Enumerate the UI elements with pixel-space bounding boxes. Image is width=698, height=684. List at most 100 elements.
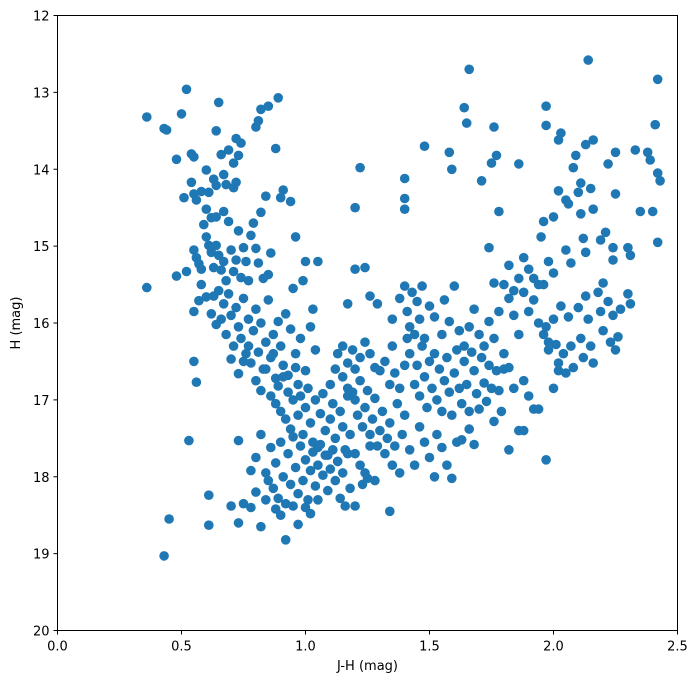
data-point: [243, 341, 254, 351]
data-point: [528, 295, 539, 305]
data-point: [399, 281, 410, 291]
data-point: [377, 406, 388, 417]
x-axis-label: J-H (mag): [336, 659, 398, 674]
data-point: [541, 101, 551, 111]
data-point: [278, 185, 289, 195]
data-point: [278, 472, 289, 482]
data-point: [288, 432, 298, 442]
data-point: [275, 510, 286, 520]
data-point: [494, 306, 504, 317]
data-point: [216, 149, 226, 160]
data-point: [251, 452, 261, 463]
data-point: [652, 74, 663, 85]
data-point: [360, 468, 370, 478]
data-point: [365, 429, 375, 440]
data-point: [236, 138, 246, 148]
y-tick-label: 16: [33, 317, 50, 332]
data-point: [489, 333, 499, 344]
data-point: [285, 479, 296, 490]
data-point: [204, 520, 214, 530]
x-tick-label: 1.5: [419, 640, 440, 655]
data-point: [461, 118, 472, 128]
data-point: [543, 256, 554, 267]
data-point: [218, 169, 229, 180]
data-point: [313, 256, 323, 267]
data-point: [380, 448, 390, 459]
data-point: [233, 435, 244, 446]
data-point: [270, 458, 281, 468]
data-point: [300, 365, 311, 376]
data-point: [295, 441, 306, 451]
data-point: [273, 316, 284, 327]
data-point: [350, 264, 360, 275]
data-point: [213, 97, 224, 108]
data-point: [365, 441, 375, 451]
data-point: [566, 258, 576, 268]
data-point: [303, 383, 313, 394]
data-point: [320, 450, 331, 461]
data-point: [536, 232, 546, 242]
data-point: [161, 125, 172, 135]
data-point: [360, 337, 370, 348]
data-point: [603, 296, 613, 307]
data-point: [434, 364, 445, 374]
data-point: [429, 312, 440, 322]
data-point: [253, 258, 264, 268]
data-point: [390, 441, 400, 451]
data-point: [310, 395, 321, 405]
data-point: [275, 341, 286, 351]
data-point: [598, 278, 608, 288]
data-point: [603, 159, 613, 169]
data-point: [176, 109, 187, 119]
data-point: [444, 387, 455, 398]
data-point: [630, 145, 641, 155]
data-point: [201, 232, 212, 242]
data-point: [394, 468, 405, 478]
data-point: [444, 316, 455, 327]
points-layer: [142, 55, 665, 561]
data-point: [424, 301, 435, 311]
data-point: [323, 485, 333, 496]
data-point: [293, 519, 303, 530]
data-point: [355, 352, 365, 363]
data-point: [233, 322, 244, 332]
data-point: [248, 325, 259, 336]
data-point: [476, 176, 487, 186]
data-point: [360, 262, 370, 273]
data-point: [437, 442, 447, 453]
data-point: [270, 143, 281, 154]
data-point: [308, 304, 318, 315]
data-point: [330, 433, 341, 444]
data-point: [504, 260, 514, 271]
data-point: [342, 358, 353, 368]
data-point: [310, 481, 321, 491]
data-point: [402, 333, 413, 344]
data-point: [429, 472, 440, 482]
data-point: [518, 287, 529, 298]
data-point: [427, 383, 437, 394]
data-point: [588, 358, 598, 368]
data-point: [523, 391, 534, 401]
data-point: [293, 488, 303, 499]
x-tick-label: 0.5: [171, 640, 192, 655]
data-point: [305, 418, 316, 428]
data-point: [142, 282, 152, 293]
data-point: [447, 473, 457, 484]
data-point: [610, 345, 621, 355]
data-point: [412, 296, 422, 307]
data-point: [352, 410, 363, 421]
data-point: [360, 402, 370, 413]
data-point: [275, 437, 286, 448]
data-point: [268, 483, 279, 494]
data-point: [243, 275, 254, 286]
data-point: [580, 291, 591, 301]
data-point: [610, 189, 621, 199]
data-point: [608, 255, 618, 265]
data-point: [372, 299, 383, 309]
data-point: [585, 341, 596, 351]
y-tick-label: 17: [33, 394, 50, 409]
data-point: [347, 345, 358, 355]
data-point: [256, 521, 266, 532]
data-point: [439, 375, 450, 386]
